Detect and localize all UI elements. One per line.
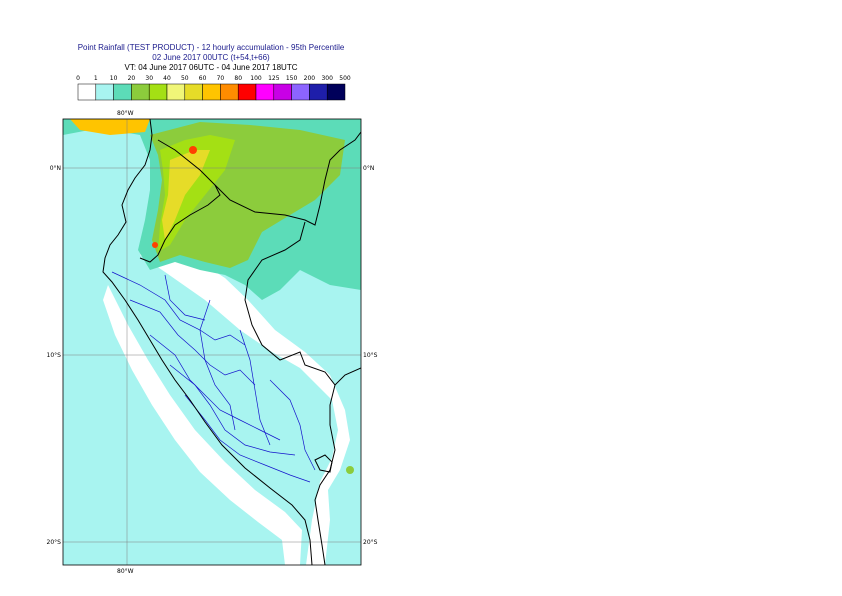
map-frame xyxy=(62,118,362,566)
legend-tick-label: 1 xyxy=(94,75,98,82)
country-borders xyxy=(102,119,361,565)
map-title: Point Rainfall (TEST PRODUCT) - 12 hourl… xyxy=(0,43,422,73)
legend-tick-label: 0 xyxy=(76,75,80,82)
lat-labels: 0°N 0°N 10°S 10°S 20°S 20°S xyxy=(47,165,378,546)
title-line-3: VT: 04 June 2017 06UTC - 04 June 2017 18… xyxy=(124,63,298,72)
lon-label-top: 80°W xyxy=(117,110,134,117)
legend-tick-label: 150 xyxy=(286,75,298,82)
dry-land-area xyxy=(140,245,350,565)
rain-cell-red xyxy=(189,146,197,154)
legend-tick-label: 40 xyxy=(163,75,171,82)
legend-tick-label: 100 xyxy=(250,75,262,82)
lat-label: 0°N xyxy=(363,165,374,172)
legend-tick-label: 20 xyxy=(128,75,136,82)
legend-swatch xyxy=(326,83,346,101)
legend-tick-label: 300 xyxy=(321,75,333,82)
title-line-1: Point Rainfall (TEST PRODUCT) - 12 hourl… xyxy=(77,43,345,52)
lat-label: 20°S xyxy=(47,539,62,546)
lon-label-bottom: 80°W xyxy=(117,568,134,575)
title-line-2: 02 June 2017 00UTC (t+54,t+66) xyxy=(152,53,270,62)
admin-boundaries xyxy=(111,271,316,483)
legend-tick-label: 200 xyxy=(304,75,316,82)
legend-tick-label: 10 xyxy=(110,75,118,82)
lat-label: 10°S xyxy=(47,352,62,359)
lat-label: 0°N xyxy=(50,165,61,172)
legend-tick-label: 50 xyxy=(181,75,189,82)
legend-tick-label: 70 xyxy=(217,75,225,82)
lat-label: 20°S xyxy=(363,539,378,546)
legend-tick-label: 125 xyxy=(268,75,280,82)
legend-tick-label: 500 xyxy=(339,75,351,82)
color-legend: 0 1 10 20 30 40 50 60 70 80 100 125 150 200 300 500 xyxy=(76,75,351,101)
rain-cell-red xyxy=(152,242,158,248)
offshore-dry-band xyxy=(103,285,302,565)
rain-band-max xyxy=(162,150,210,240)
legend-tick-label: 30 xyxy=(145,75,153,82)
lat-label: 10°S xyxy=(363,352,378,359)
legend-tick-label: 80 xyxy=(234,75,242,82)
rain-top-left xyxy=(70,119,150,135)
legend-tick-label: 60 xyxy=(199,75,207,82)
rain-cell-green xyxy=(346,466,354,474)
